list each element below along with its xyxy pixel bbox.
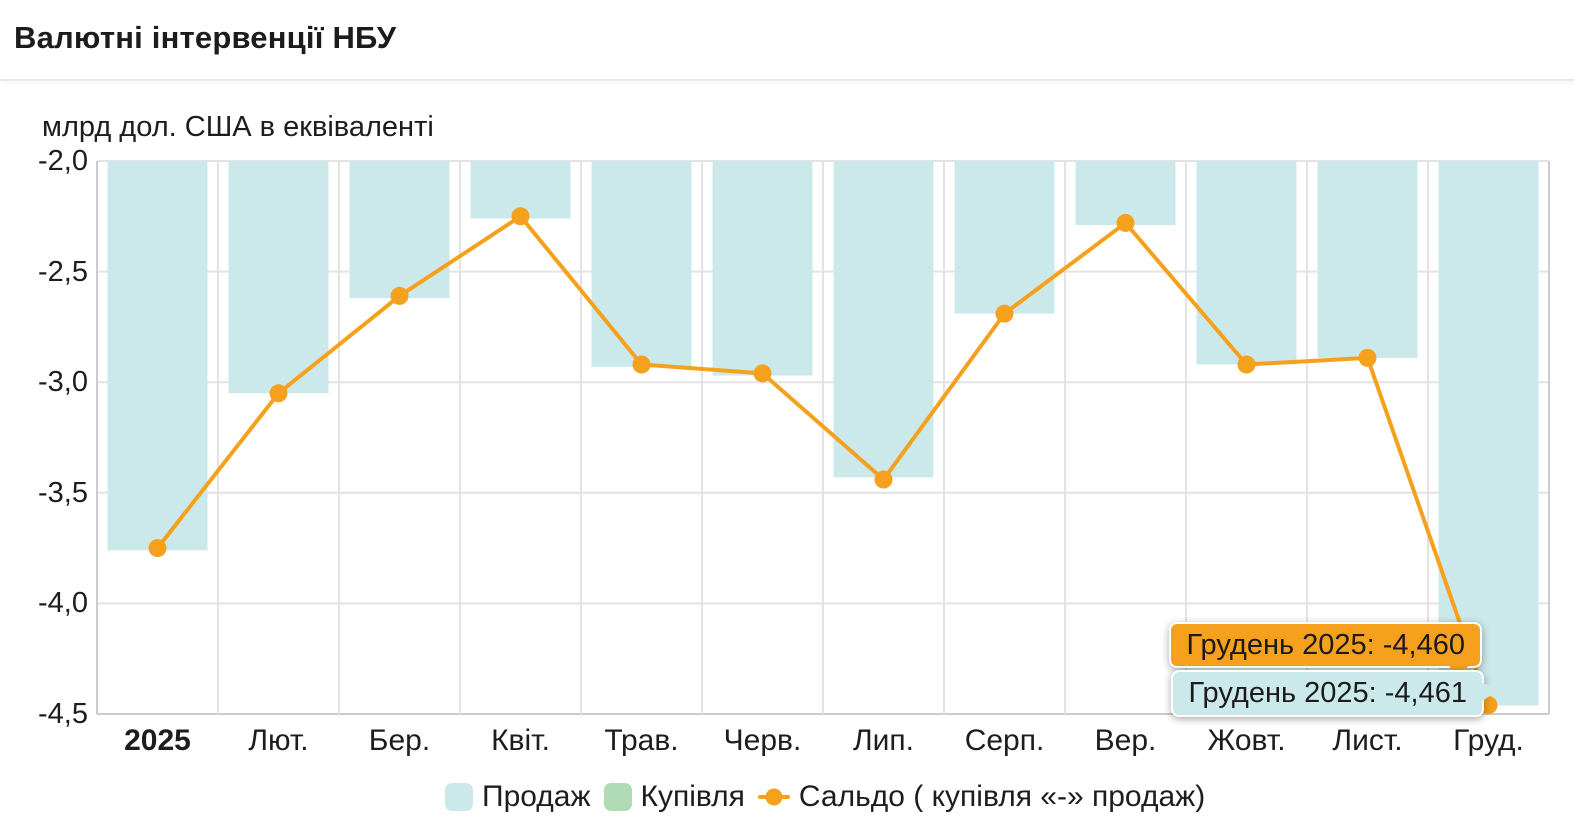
saldo-point-icon	[765, 788, 783, 806]
x-axis-label-Лист.: Лист.	[1332, 724, 1403, 757]
x-axis-label-Груд.: Груд.	[1453, 724, 1524, 757]
x-axis-label-2025: 2025	[124, 724, 191, 757]
saldo-point-Вер.[interactable]	[1116, 213, 1135, 232]
y-axis-label-2: -3,0	[38, 366, 88, 399]
y-axis-label-4: -4,0	[38, 587, 88, 620]
x-axis-label-Вер.: Вер.	[1094, 724, 1157, 757]
saldo-point-Бер.[interactable]	[390, 286, 409, 305]
bar-Продаж-2025[interactable]	[107, 161, 208, 551]
saldo-point-Черв.[interactable]	[753, 364, 772, 383]
bar-Продаж-Лют.[interactable]	[228, 161, 329, 394]
tooltip-prodazh-pointer-icon	[1481, 682, 1498, 702]
legend-label-kupivlya: Купівля	[640, 780, 745, 813]
x-axis-label-Лип.: Лип.	[852, 724, 915, 757]
saldo-line-icon	[757, 788, 790, 806]
tooltip-saldo-text: Грудень 2025: -4,460	[1186, 629, 1465, 661]
x-axis-label-Квіт.: Квіт.	[491, 724, 550, 757]
y-axis-label-0: -2,0	[38, 145, 88, 177]
x-axis-label-Серп.: Серп.	[964, 724, 1045, 757]
x-axis-label-Бер.: Бер.	[368, 724, 431, 757]
prodazh-swatch-icon	[445, 783, 473, 811]
legend-item-kupivlya[interactable]: Купівля	[603, 780, 745, 814]
x-axis-label-Жовт.: Жовт.	[1207, 724, 1286, 757]
legend-item-prodazh[interactable]: Продаж	[445, 780, 591, 814]
bar-Продаж-Трав.[interactable]	[591, 161, 692, 367]
saldo-point-Лют.[interactable]	[269, 384, 288, 403]
saldo-line	[155, 214, 1491, 708]
tooltip-prodazh: Грудень 2025: -4,461	[1171, 670, 1498, 717]
saldo-point-2025[interactable]	[148, 539, 167, 558]
y-axis-unit-label: млрд дол. США в еквіваленті	[42, 111, 434, 143]
tooltip-prodazh-text: Грудень 2025: -4,461	[1188, 677, 1467, 709]
bar-Продаж-Бер.[interactable]	[349, 161, 450, 299]
bar-Продаж-Жовт.[interactable]	[1196, 161, 1297, 365]
page-title: Валютні інтервенції НБУ	[14, 20, 397, 55]
bar-Продаж-Лист.[interactable]	[1317, 161, 1418, 358]
legend-label-saldo: Сальдо ( купівля «-» продаж)	[798, 780, 1206, 813]
saldo-point-Лист.[interactable]	[1358, 348, 1377, 367]
saldo-point-Жовт.[interactable]	[1237, 355, 1256, 374]
saldo-point-Трав.[interactable]	[632, 355, 651, 374]
saldo-point-Серп.[interactable]	[995, 304, 1014, 323]
y-axis-label-3: -3,5	[38, 476, 88, 509]
kupivlya-swatch-icon	[603, 783, 632, 811]
tooltip-saldo: Грудень 2025: -4,460	[1169, 622, 1482, 682]
saldo-point-Квіт.[interactable]	[511, 207, 530, 226]
legend-label-prodazh: Продаж	[482, 780, 591, 813]
x-axis-label-Лют.: Лют.	[248, 724, 309, 757]
bar-Продаж-Лип.[interactable]	[833, 161, 934, 478]
saldo-point-Лип.[interactable]	[874, 470, 893, 489]
bar-Продаж-Серп.[interactable]	[954, 161, 1055, 314]
y-axis-label-1: -2,5	[38, 255, 88, 288]
x-axis-label-Черв.: Черв.	[723, 724, 802, 757]
legend-item-saldo[interactable]: Сальдо ( купівля «-» продаж)	[757, 780, 1206, 814]
header-divider	[0, 79, 1574, 81]
legend: Продаж Купівля Сальдо ( купівля «-» прод…	[445, 780, 1205, 814]
bar-Продаж-Черв.[interactable]	[712, 161, 813, 376]
y-axis-label-5: -4,5	[38, 698, 88, 730]
x-axis-label-Трав.: Трав.	[604, 724, 679, 757]
